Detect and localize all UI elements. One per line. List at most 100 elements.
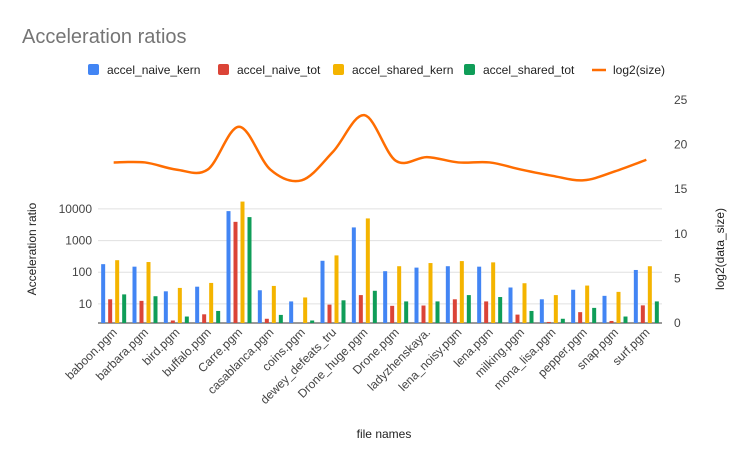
bar-accel_shared_kern <box>522 283 527 323</box>
bar-accel_shared_tot <box>529 310 534 323</box>
bar-accel_naive_kern <box>445 266 450 323</box>
bar-accel_shared_tot <box>560 318 565 323</box>
x-axis-title: file names <box>357 427 412 441</box>
bar-accel_naive_tot <box>170 320 175 323</box>
bar-accel_shared_kern <box>177 287 182 323</box>
bar-accel_shared_tot <box>122 294 127 323</box>
bar-accel_shared_kern <box>271 285 276 323</box>
bar-accel_shared_kern <box>334 255 339 323</box>
bar-accel_naive_kern <box>320 260 325 323</box>
chart-title: Acceleration ratios <box>22 26 187 48</box>
bar-accel_naive_kern <box>602 295 607 323</box>
bar-accel_shared_kern <box>491 262 496 323</box>
y2-tick-label: 20 <box>674 138 688 152</box>
bar-accel_naive_tot <box>233 221 238 323</box>
bar-accel_shared_kern <box>209 282 214 323</box>
y-tick-label: 1000 <box>65 234 92 248</box>
bar-accel_naive_tot <box>609 320 614 323</box>
bar-accel_naive_tot <box>390 305 395 323</box>
bar-accel_naive_tot <box>546 321 551 323</box>
bar-accel_shared_tot <box>592 307 597 323</box>
bar-accel_shared_tot <box>623 316 628 323</box>
bar-accel_shared_tot <box>435 301 440 323</box>
bars <box>101 201 659 323</box>
legend-label: log2(size) <box>613 63 665 77</box>
bar-accel_shared_tot <box>153 296 158 323</box>
bar-accel_shared_kern <box>240 201 245 323</box>
legend-swatch <box>218 64 229 75</box>
bar-accel_shared_tot <box>278 314 283 323</box>
x-axis-ticks: baboon.pgmbarbara.pgmbird.pgmbuffalo.pgm… <box>63 325 653 407</box>
legend-swatch <box>333 64 344 75</box>
y2-tick-label: 0 <box>674 316 681 330</box>
bar-accel_shared_tot <box>216 310 221 323</box>
bar-accel_naive_kern <box>414 267 419 323</box>
bar-accel_naive_tot <box>264 318 269 323</box>
bar-accel_shared_kern <box>585 285 590 323</box>
bar-accel_naive_kern <box>257 290 262 323</box>
y2-tick-label: 15 <box>674 182 688 196</box>
bar-accel_shared_kern <box>146 262 151 323</box>
legend-swatch <box>464 64 475 75</box>
bar-accel_naive_tot <box>452 299 457 323</box>
bar-accel_naive_kern <box>163 291 168 323</box>
bar-accel_shared_tot <box>341 300 346 323</box>
gridlines <box>98 208 662 324</box>
legend-label: accel_naive_kern <box>107 63 200 77</box>
legend-label: accel_shared_tot <box>483 63 575 77</box>
bar-accel_naive_tot <box>327 304 332 323</box>
bar-accel_naive_tot <box>139 300 144 323</box>
y-axis-title: Acceleration ratio <box>25 202 39 295</box>
bar-accel_naive_tot <box>640 305 645 323</box>
bar-accel_shared_kern <box>397 266 402 323</box>
y2-tick-label: 5 <box>674 271 681 285</box>
bar-accel_shared_tot <box>404 301 409 323</box>
bar-accel_shared_kern <box>616 291 621 323</box>
bar-accel_shared_kern <box>428 263 433 323</box>
bar-accel_shared_tot <box>372 290 377 323</box>
y-axis-ticks: 10 100 1000 10000 <box>59 202 93 311</box>
bar-accel_shared_kern <box>303 297 308 323</box>
bar-accel_naive_tot <box>108 299 113 323</box>
bar-accel_shared_tot <box>466 295 471 323</box>
bar-accel_shared_tot <box>310 320 315 323</box>
bar-accel_shared_kern <box>647 266 652 323</box>
y-tick-label: 100 <box>72 265 92 279</box>
y-tick-label: 10 <box>79 297 93 311</box>
bar-accel_naive_kern <box>226 211 231 323</box>
line-log2-size <box>113 113 647 183</box>
line-series <box>113 113 647 183</box>
bar-accel_naive_kern <box>508 287 513 323</box>
bar-accel_naive_kern <box>633 269 638 323</box>
y2-axis-ticks: 0 5 10 15 20 25 <box>674 93 688 330</box>
y2-axis-title: log2(data_size) <box>713 208 727 290</box>
bar-accel_naive_tot <box>421 305 426 323</box>
legend-label: accel_shared_kern <box>352 63 453 77</box>
y2-tick-label: 25 <box>674 93 688 107</box>
bar-accel_naive_kern <box>101 264 106 323</box>
bar-accel_naive_tot <box>202 314 207 323</box>
bar-accel_shared_kern <box>553 295 558 323</box>
bar-accel_shared_kern <box>115 260 120 323</box>
bar-accel_shared_kern <box>365 218 370 323</box>
bar-accel_naive_tot <box>358 295 363 323</box>
bar-accel_naive_tot <box>578 312 583 323</box>
bar-accel_naive_kern <box>195 286 200 323</box>
bar-accel_naive_kern <box>132 266 137 323</box>
bar-accel_shared_tot <box>498 297 503 323</box>
y-tick-label: 10000 <box>59 202 93 216</box>
bar-accel_shared_tot <box>247 217 252 323</box>
y2-tick-label: 10 <box>674 227 688 241</box>
legend-label: accel_naive_tot <box>237 63 321 77</box>
bar-accel_naive_kern <box>383 271 388 323</box>
bar-accel_naive_kern <box>477 266 482 323</box>
legend: accel_naive_kern accel_naive_tot accel_sha… <box>88 63 665 77</box>
legend-swatch <box>88 64 99 75</box>
bar-accel_naive_kern <box>571 289 576 323</box>
bar-accel_naive_tot <box>484 301 489 323</box>
bar-accel_naive_kern <box>289 301 294 323</box>
bar-accel_shared_tot <box>654 301 659 323</box>
bar-accel_naive_kern <box>539 299 544 323</box>
bar-accel_naive_tot <box>515 314 520 323</box>
